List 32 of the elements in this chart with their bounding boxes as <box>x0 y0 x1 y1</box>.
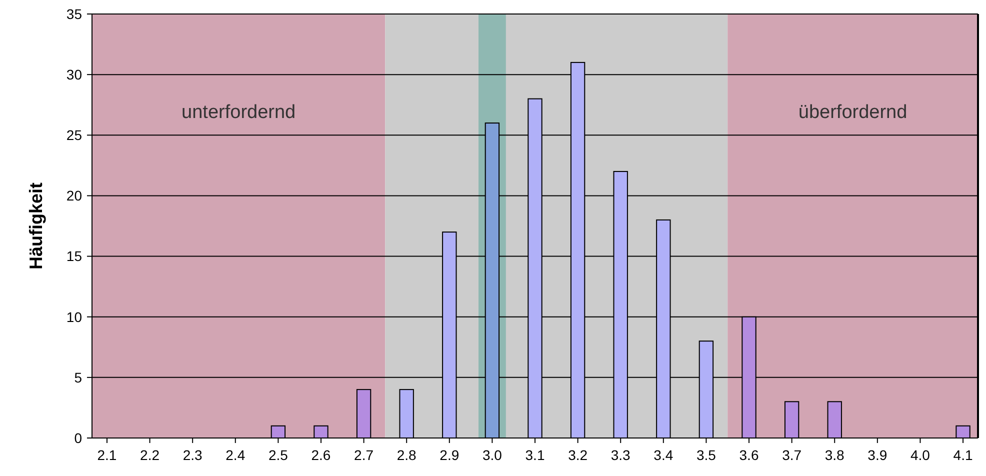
y-tick-label: 0 <box>74 430 82 446</box>
y-axis-title: Häufigkeit <box>26 182 46 270</box>
x-tick-label: 2.1 <box>97 447 117 463</box>
band-label: unterfordernd <box>182 102 296 123</box>
x-tick-label: 3.0 <box>482 447 502 463</box>
x-tick-label: 3.3 <box>610 447 631 463</box>
y-tick-label: 5 <box>74 369 82 386</box>
x-tick-label: 2.9 <box>440 447 460 463</box>
x-tick-label: 3.9 <box>868 447 888 463</box>
y-tick-label: 10 <box>66 308 82 325</box>
y-tick-label: 30 <box>66 66 82 82</box>
x-tick-label: 2.6 <box>311 447 331 463</box>
x-tick-label: 4.0 <box>910 447 930 463</box>
x-tick-label: 3.6 <box>739 447 759 463</box>
y-tick-label: 15 <box>66 248 82 264</box>
x-tick-label: 2.2 <box>140 447 160 463</box>
x-tick-label: 4.1 <box>953 447 973 463</box>
x-tick-label: 2.5 <box>268 447 288 463</box>
y-tick-label: 25 <box>66 127 82 144</box>
x-tick-label: 3.1 <box>525 447 545 463</box>
band-label: überfordernd <box>798 102 908 123</box>
x-tick-label: 3.7 <box>782 447 802 463</box>
x-tick-label: 3.8 <box>824 447 845 463</box>
y-tick-label: 35 <box>66 6 82 22</box>
x-tick-label: 2.7 <box>354 447 374 463</box>
y-tick-label: 20 <box>66 188 82 204</box>
x-tick-label: 3.2 <box>568 447 588 463</box>
x-tick-label: 2.8 <box>396 447 417 463</box>
x-tick-label: 3.4 <box>654 447 674 463</box>
x-tick-label: 2.3 <box>182 447 203 463</box>
x-tick-label: 3.5 <box>696 447 716 463</box>
x-tick-label: 2.4 <box>226 447 246 463</box>
